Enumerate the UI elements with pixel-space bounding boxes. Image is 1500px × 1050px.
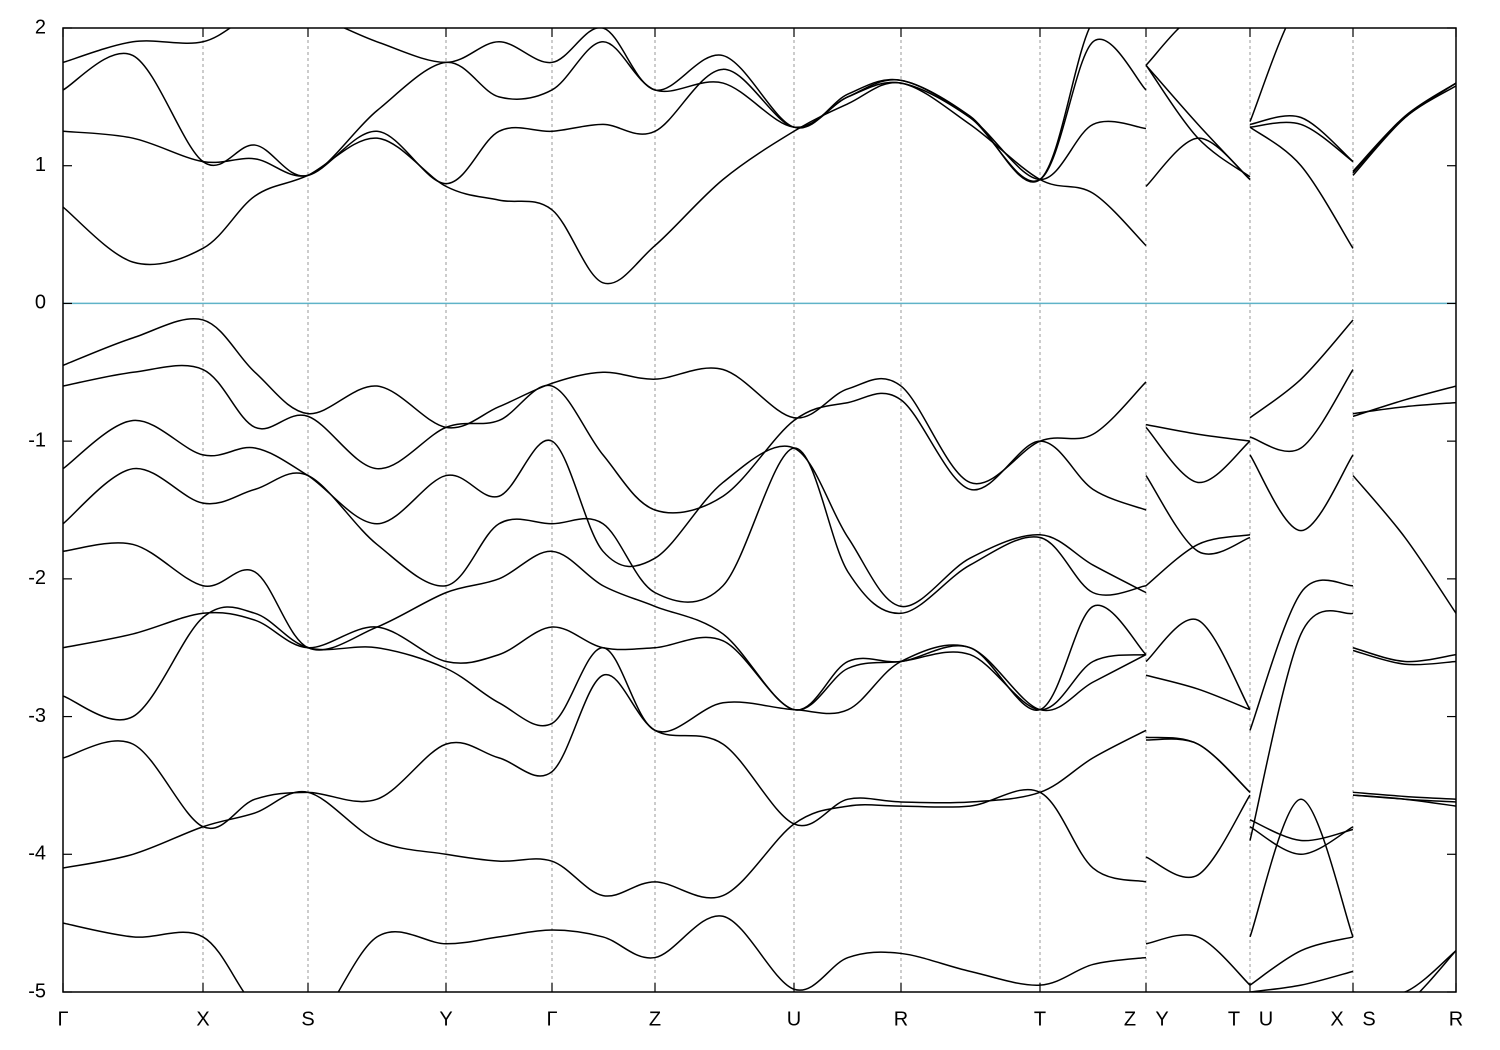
band-line bbox=[63, 447, 1456, 731]
y-tick-label: -2 bbox=[28, 567, 46, 589]
x-tick-label: Z bbox=[649, 1008, 661, 1030]
band-line bbox=[63, 64, 1456, 185]
y-tick-label: 0 bbox=[35, 292, 46, 314]
band-line bbox=[63, 788, 1456, 992]
x-tick-label: T bbox=[1228, 1008, 1240, 1030]
y-tick-label: -5 bbox=[28, 980, 46, 1002]
x-tick-label: Γ bbox=[57, 1008, 68, 1030]
band-line bbox=[63, 611, 1456, 938]
band-line bbox=[63, 674, 1456, 842]
band-line bbox=[63, 606, 1456, 841]
x-tick-label: U bbox=[1259, 1008, 1273, 1030]
y-tick-label: -3 bbox=[28, 705, 46, 727]
band-line bbox=[63, 28, 1456, 183]
y-tick-label: 1 bbox=[35, 154, 46, 176]
y-tick-label: -4 bbox=[28, 843, 46, 865]
x-tick-label: X bbox=[196, 1008, 209, 1030]
x-tick-label: R bbox=[894, 1008, 908, 1030]
band-line bbox=[63, 419, 1456, 614]
x-tick-label: Y bbox=[1155, 1008, 1168, 1030]
y-tick-label: -1 bbox=[28, 429, 46, 451]
x-tick-label: U bbox=[787, 1008, 801, 1030]
x-tick-label: T bbox=[1034, 1008, 1046, 1030]
band-line bbox=[63, 364, 1456, 514]
x-tick-label: Y bbox=[439, 1008, 452, 1030]
x-tick-label: X bbox=[1330, 1008, 1343, 1030]
band-line bbox=[63, 318, 1456, 485]
plot-frame bbox=[62, 27, 1457, 993]
x-tick-label: R bbox=[1449, 1008, 1463, 1030]
x-tick-label: S bbox=[301, 1008, 314, 1030]
y-tick-label: 2 bbox=[35, 16, 46, 38]
band-line bbox=[63, 915, 1456, 992]
band-line bbox=[63, 542, 1456, 856]
grid bbox=[63, 28, 1456, 992]
x-tick-label: S bbox=[1362, 1008, 1375, 1030]
band-line bbox=[63, 38, 1456, 182]
x-tick-label: Γ bbox=[546, 1008, 557, 1030]
bands bbox=[63, 28, 1456, 992]
band-line bbox=[63, 81, 1456, 285]
x-tick-label: Z bbox=[1124, 1008, 1136, 1030]
